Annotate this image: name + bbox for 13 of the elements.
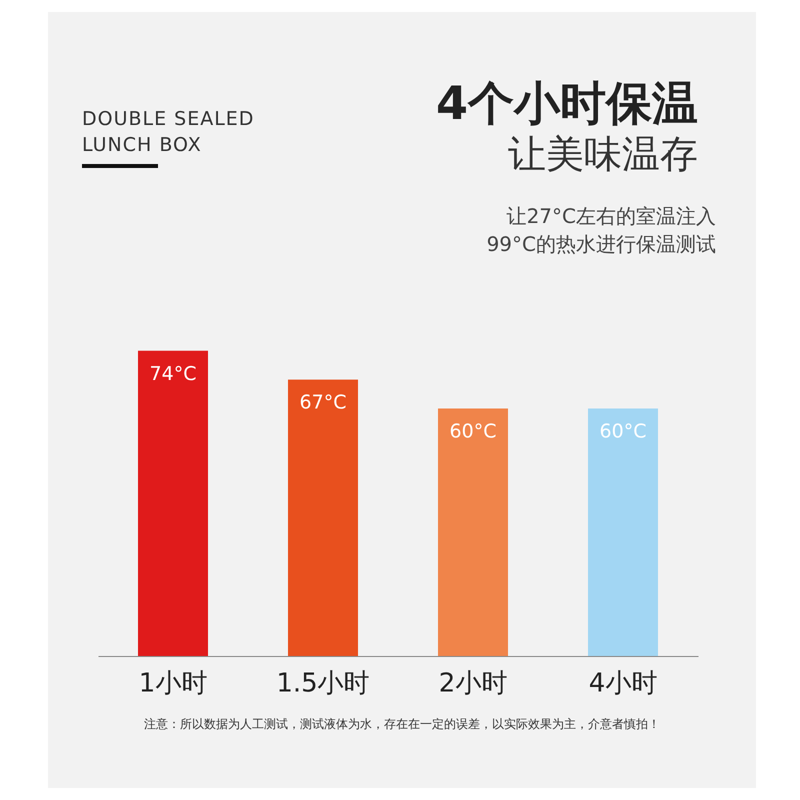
- text: DOUBLE SEALED LUNCH BOX: [82, 107, 254, 158]
- text: 让27°C左右的室温注入 99°C的热水进行保温测试: [486, 203, 716, 258]
- chart-subtitle: 让美味温存: [508, 132, 698, 176]
- data-label: 74°C: [150, 362, 196, 385]
- x-tick-label: 2小时: [438, 668, 508, 698]
- data-label: 60°C: [450, 420, 496, 442]
- x-tick-label: 1.5小时: [276, 668, 370, 698]
- x-tick-label: 4小时: [588, 668, 658, 698]
- data-label: 60°C: [600, 420, 646, 442]
- x-tick-label: 1小时: [138, 668, 208, 698]
- data-label: 67°C: [300, 392, 346, 414]
- chart-title: 4个小时保温: [436, 76, 698, 130]
- text: 注意：所以数据为人工测试，测试液体为水，存在在一定的误差，以实际效果为主，介意者慎拍！: [143, 716, 661, 733]
